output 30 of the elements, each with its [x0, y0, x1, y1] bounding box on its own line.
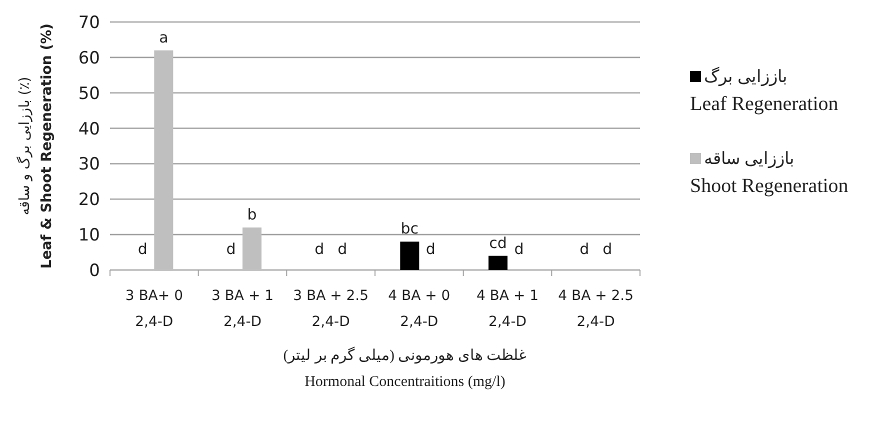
bar	[154, 50, 174, 270]
data-label: d	[226, 240, 236, 258]
bar	[400, 242, 420, 270]
x-tick-label: 3 BA+ 0 2,4-D	[125, 288, 183, 330]
x-tick-label: 4 BA + 2.5 2,4-D	[558, 288, 634, 330]
y-tick-label: 40	[78, 119, 100, 140]
data-label: cd	[489, 234, 507, 252]
data-label: d	[338, 240, 348, 258]
data-label: d	[602, 240, 612, 258]
data-label: a	[159, 28, 168, 46]
data-label: d	[314, 240, 324, 258]
x-tick-label: 3 BA + 2.5 2,4-D	[293, 288, 369, 330]
y-tick-label: 70	[78, 13, 100, 33]
data-label: b	[247, 205, 257, 224]
y-tick-label: 10	[78, 226, 100, 246]
data-label: d	[580, 240, 590, 258]
bar	[488, 256, 508, 270]
y-tick-label: 20	[78, 190, 100, 210]
y-tick-label: 50	[78, 84, 100, 104]
y-tick-label: 60	[78, 48, 100, 68]
x-tick-label: 4 BA + 1 2,4-D	[476, 288, 539, 330]
y-tick-label: 0	[89, 261, 100, 281]
data-label: d	[138, 240, 148, 258]
x-tick-label: 4 BA + 0 2,4-D	[388, 288, 450, 330]
data-label: d	[426, 240, 436, 258]
x-tick-label: 3 BA + 1 2,4-D	[211, 288, 274, 330]
bar	[242, 227, 262, 270]
data-label: bc	[400, 220, 419, 238]
data-label: d	[514, 240, 524, 258]
y-tick-label: 30	[78, 154, 100, 175]
